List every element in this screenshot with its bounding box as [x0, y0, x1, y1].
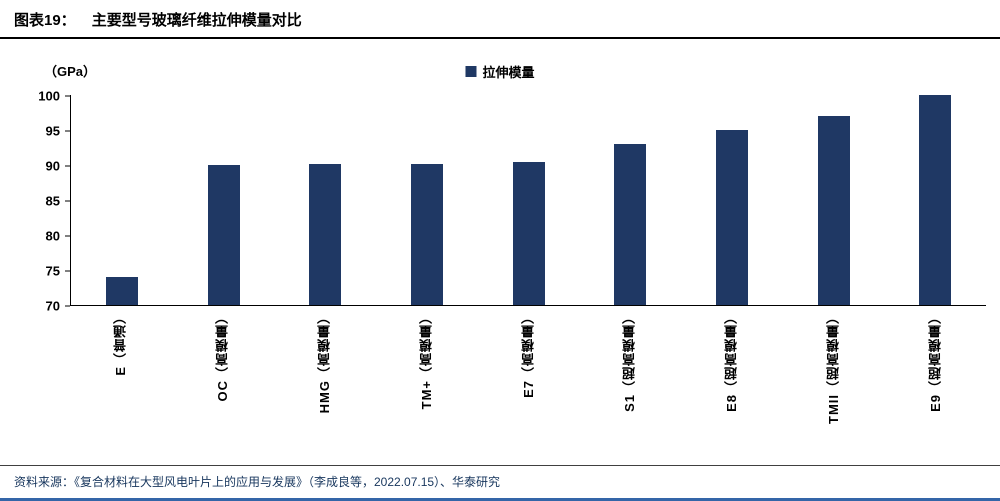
bar-2: [207, 165, 240, 305]
x-axis-category-label: E9（超高模量）: [927, 310, 943, 412]
y-tick-label: 90: [45, 158, 60, 174]
y-tick-label: 95: [45, 123, 60, 139]
figure-title: 主要型号玻璃纤维拉伸模量对比: [91, 12, 302, 29]
bar-3: [309, 163, 342, 305]
figure-footer: 资料来源：《复合材料在大型风电叶片上的应用与发展》（李成良等，2022.07.1…: [0, 465, 1000, 501]
x-axis-category-label: E7（高模量）: [520, 310, 536, 398]
x-axis-category-label: TMII（超高模量）: [825, 310, 841, 424]
x-label-cell: E8（超高模量）: [681, 310, 783, 460]
bar-cell: [478, 95, 580, 305]
x-label-cell: E7（高模量）: [477, 310, 579, 460]
y-tick-mark: [65, 270, 70, 272]
x-axis-category-label: OC（高模量）: [215, 310, 231, 402]
x-label-cell: HMG（高模量）: [274, 310, 376, 460]
x-label-cell: E9（超高模量）: [884, 310, 986, 460]
x-label-cell: S1（超高模量）: [579, 310, 681, 460]
y-tick-mark: [65, 95, 70, 97]
x-axis-category-label: E8（超高模量）: [724, 310, 740, 412]
bottom-accent-rule: [0, 498, 1000, 501]
x-axis-labels: E（普通） OC（高模量） HMG（高模量） TM+（高模量） E7（高模量） S1（超高…: [70, 310, 986, 460]
source-text: 资料来源：《复合材料在大型风电叶片上的应用与发展》（李成良等，2022.07.1…: [14, 475, 501, 489]
x-label-cell: OC（高模量）: [172, 310, 274, 460]
bar-cell: [579, 95, 681, 305]
bar-cell: [376, 95, 478, 305]
bar-cell: [71, 95, 173, 305]
x-axis-category-label: TM+（高模量）: [418, 310, 434, 410]
y-axis-unit-label: （GPa）: [44, 64, 97, 79]
x-label-cell: TM+（高模量）: [375, 310, 477, 460]
x-axis-category-label: S1（超高模量）: [622, 310, 638, 412]
y-tick-label: 100: [38, 88, 60, 104]
bar-6: [614, 144, 647, 305]
y-tick-mark: [65, 200, 70, 202]
y-tick-mark: [65, 235, 70, 237]
y-tick-label: 80: [45, 228, 60, 244]
y-tick-label: 70: [45, 298, 60, 314]
bar-8: [817, 116, 850, 305]
y-tick-label: 85: [45, 193, 60, 209]
bar-9: [919, 95, 952, 305]
figure-number-label: 图表19：: [14, 12, 76, 29]
x-axis-category-label: E（普通）: [113, 310, 129, 376]
bar-1: [105, 277, 138, 305]
figure-header: 图表19： 主要型号玻璃纤维拉伸模量对比: [0, 0, 1000, 39]
x-label-cell: E（普通）: [70, 310, 172, 460]
bar-4: [410, 163, 443, 305]
bar-cell: [783, 95, 885, 305]
x-axis-category-label: HMG（高模量）: [316, 310, 332, 414]
y-tick-label: 75: [45, 263, 60, 279]
chart-top-row: （GPa） 拉伸模量: [0, 59, 1000, 81]
y-tick-mark: [65, 305, 70, 307]
y-tick-mark: [65, 165, 70, 167]
plot-area: [70, 95, 986, 306]
legend-series-label: 拉伸模量: [482, 65, 535, 80]
plot-row: 70 75 80 85 90 95 100: [8, 90, 986, 313]
bar-cell: [681, 95, 783, 305]
bar-cell: [884, 95, 986, 305]
x-label-cell: TMII（超高模量）: [782, 310, 884, 460]
bar-5: [512, 161, 545, 305]
footer-divider: [0, 465, 1000, 466]
bar-7: [715, 130, 748, 305]
chart-legend: 拉伸模量: [465, 62, 535, 81]
y-axis: 70 75 80 85 90 95 100: [8, 90, 70, 313]
bar-cell: [274, 95, 376, 305]
bar-cell: [173, 95, 275, 305]
y-tick-mark: [65, 130, 70, 132]
legend-swatch-icon: [465, 66, 477, 77]
